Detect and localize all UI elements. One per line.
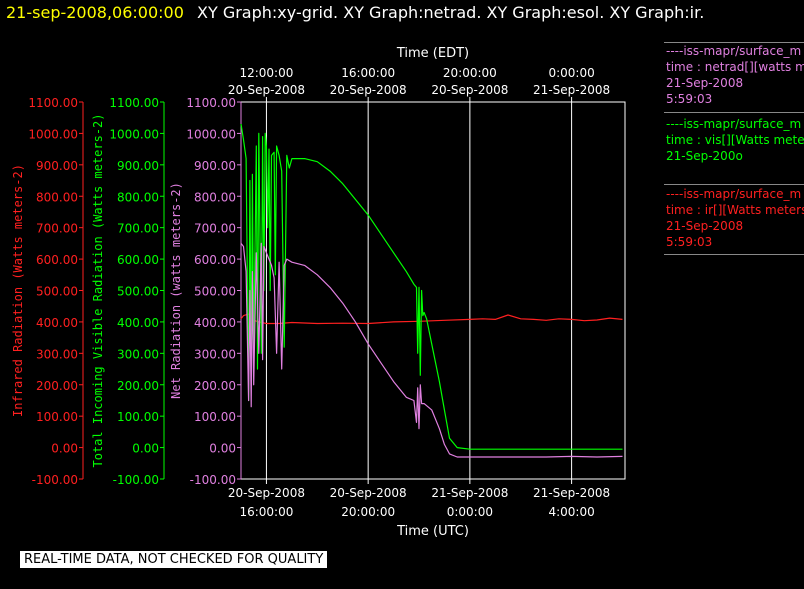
y-tick-label-ir: 200.00: [36, 379, 78, 393]
legend-divider: [664, 42, 804, 43]
y-tick-label-net: 400.00: [194, 316, 236, 330]
bottom-tick-label: 20:00:00: [341, 505, 395, 519]
top-axis-title: Time (EDT): [396, 46, 469, 61]
y-tick-label-net: 1000.00: [186, 127, 236, 141]
header-timestamp: 21-sep-2008,06:00:00: [6, 3, 184, 22]
y-tick-label-ir: 600.00: [36, 253, 78, 267]
y-tick-label-ir: 800.00: [36, 190, 78, 204]
y-axis-title-net: Net Radiation (watts meters-2): [169, 182, 183, 399]
y-tick-label-vis: 0.00: [132, 442, 159, 456]
series-layer: [240, 123, 623, 458]
legend-net-line3: 21-Sep-2008: [666, 76, 744, 90]
y-tick-label-net: 600.00: [194, 253, 236, 267]
y-tick-label-net: 500.00: [194, 285, 236, 299]
y-tick-label-vis: 1000.00: [109, 127, 159, 141]
quality-notice: REAL-TIME DATA, NOT CHECKED FOR QUALITY: [20, 551, 328, 568]
y-tick-label-vis: 800.00: [117, 190, 159, 204]
y-tick-label-vis: 900.00: [117, 159, 159, 173]
y-tick-label-net: 900.00: [194, 159, 236, 173]
legend-vis-line3: 21-Sep-200o: [666, 149, 743, 163]
series-line-ir: [240, 313, 623, 325]
y-tick-label-ir: 500.00: [36, 285, 78, 299]
legend-ir-line3: 21-Sep-2008: [666, 219, 744, 233]
y-tick-label-net: 0.00: [209, 442, 236, 456]
y-tick-label-ir: 1000.00: [28, 127, 78, 141]
y-tick-label-net: 200.00: [194, 379, 236, 393]
top-tick-label: 20-Sep-2008: [330, 83, 407, 97]
y-tick-label-ir: 300.00: [36, 347, 78, 361]
y-tick-label-ir: 700.00: [36, 222, 78, 236]
y-tick-label-net: 800.00: [194, 190, 236, 204]
legend-net-line2: time : netrad[][watts m: [666, 60, 804, 74]
y-tick-label-net: 300.00: [194, 347, 236, 361]
y-tick-label-vis: 700.00: [117, 222, 159, 236]
bottom-tick-label: 20-Sep-2008: [228, 486, 305, 500]
legend-entry-net: ----iss-mapr/surface_m time : netrad[][w…: [666, 43, 804, 107]
legend-divider: [664, 112, 804, 113]
series-line-vis: [240, 123, 623, 450]
series-line-net: [240, 242, 623, 458]
legend-ir-line4: 5:59:03: [666, 235, 713, 249]
legend-divider: [664, 254, 804, 255]
y-tick-label-ir: 900.00: [36, 159, 78, 173]
y-tick-label-ir: -100.00: [32, 473, 78, 487]
y-tick-label-net: -100.00: [190, 473, 236, 487]
y-tick-label-net: 700.00: [194, 222, 236, 236]
y-tick-label-vis: 100.00: [117, 410, 159, 424]
y-tick-label-vis: 300.00: [117, 347, 159, 361]
y-tick-label-ir: 0.00: [51, 442, 78, 456]
legend-divider: [664, 184, 804, 185]
header-graph-titles: XY Graph:xy-grid. XY Graph:netrad. XY Gr…: [197, 3, 705, 22]
legend-net-line1: ----iss-mapr/surface_m: [666, 44, 802, 58]
top-tick-label: 16:00:00: [341, 66, 395, 80]
legend-vis-line2: time : vis[][Watts mete: [666, 133, 804, 147]
y-tick-label-net: 1100.00: [186, 96, 236, 110]
bottom-tick-label: 4:00:00: [548, 505, 594, 519]
top-tick-label: 20:00:00: [443, 66, 497, 80]
y-tick-label-ir: 100.00: [36, 410, 78, 424]
bottom-tick-label: 21-Sep-2008: [533, 486, 610, 500]
top-tick-label: 20-Sep-2008: [228, 83, 305, 97]
y-tick-label-ir: 400.00: [36, 316, 78, 330]
top-tick-label: 12:00:00: [239, 66, 293, 80]
y-tick-label-vis: 200.00: [117, 379, 159, 393]
y-axis-title-ir: Infrared Radiation (Watts meters-2): [11, 164, 25, 417]
y-tick-label-vis: 1100.00: [109, 96, 159, 110]
bottom-tick-label: 16:00:00: [239, 505, 293, 519]
bottom-axis-title: Time (UTC): [396, 524, 469, 539]
bottom-tick-label: 20-Sep-2008: [330, 486, 407, 500]
legend-ir-line2: time : ir[][Watts meters: [666, 203, 804, 217]
y-tick-label-vis: -100.00: [113, 473, 159, 487]
bottom-tick-label: 21-Sep-2008: [431, 486, 508, 500]
y-tick-label-vis: 500.00: [117, 285, 159, 299]
y-tick-label-net: 100.00: [194, 410, 236, 424]
legend-vis-line1: ----iss-mapr/surface_m: [666, 117, 802, 131]
y-tick-label-vis: 400.00: [117, 316, 159, 330]
labels-layer: 12:00:00 20-Sep-2008 16:00:00 20-Sep-2008 20…: [11, 46, 610, 539]
legend-entry-ir: ----iss-mapr/surface_m time : ir[][Watts…: [666, 186, 804, 250]
bottom-tick-label: 0:00:00: [447, 505, 493, 519]
axes-layer: [79, 97, 626, 484]
top-tick-label: 0:00:00: [548, 66, 594, 80]
top-tick-label: 21-Sep-2008: [533, 83, 610, 97]
top-tick-label: 20-Sep-2008: [431, 83, 508, 97]
legend-net-line4: 5:59:03: [666, 92, 713, 106]
legend-ir-line1: ----iss-mapr/surface_m: [666, 187, 802, 201]
legend-entry-vis: ----iss-mapr/surface_m time : vis[][Watt…: [666, 116, 804, 164]
y-tick-label-ir: 1100.00: [28, 96, 78, 110]
y-axis-title-vis: Total Incoming Visible Radiation (Watts …: [91, 113, 105, 467]
y-tick-label-vis: 600.00: [117, 253, 159, 267]
